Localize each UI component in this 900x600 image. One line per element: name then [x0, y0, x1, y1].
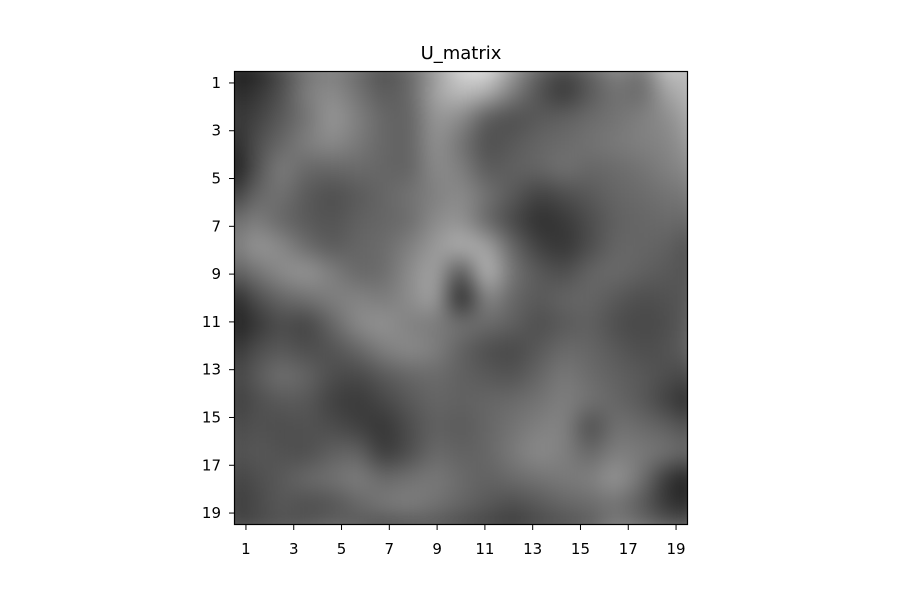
- x-tick-label: 13: [523, 540, 542, 558]
- x-tick-label: 9: [432, 540, 442, 558]
- y-tick-label: 1: [211, 74, 221, 92]
- y-tick-label: 19: [202, 504, 221, 522]
- x-tick-label: 7: [385, 540, 395, 558]
- y-tick-label: 15: [202, 408, 221, 426]
- axes-frame: [233, 70, 689, 526]
- y-tick-label: 7: [211, 217, 221, 235]
- y-tick-label: 3: [211, 122, 221, 140]
- x-axis: 1 3 5 7 9 11 13 15 17 19: [241, 525, 686, 558]
- x-tick-label: 15: [571, 540, 590, 558]
- heatmap-image: [234, 71, 688, 525]
- x-tick-label: 11: [475, 540, 494, 558]
- heatmap-clip: [234, 71, 688, 525]
- heatmap-plot-area: [234, 71, 688, 525]
- chart-title: U_matrix: [421, 43, 502, 64]
- x-tick-label: 5: [337, 540, 347, 558]
- y-tick-label: 5: [211, 170, 221, 188]
- y-tick-label: 17: [202, 456, 221, 474]
- x-tick-label: 19: [667, 540, 686, 558]
- y-tick-label: 11: [202, 313, 221, 331]
- x-tick-label: 17: [619, 540, 638, 558]
- y-tick-label: 13: [202, 361, 221, 379]
- x-tick-label: 3: [289, 540, 299, 558]
- x-tick-label: 1: [241, 540, 251, 558]
- y-tick-label: 9: [211, 265, 221, 283]
